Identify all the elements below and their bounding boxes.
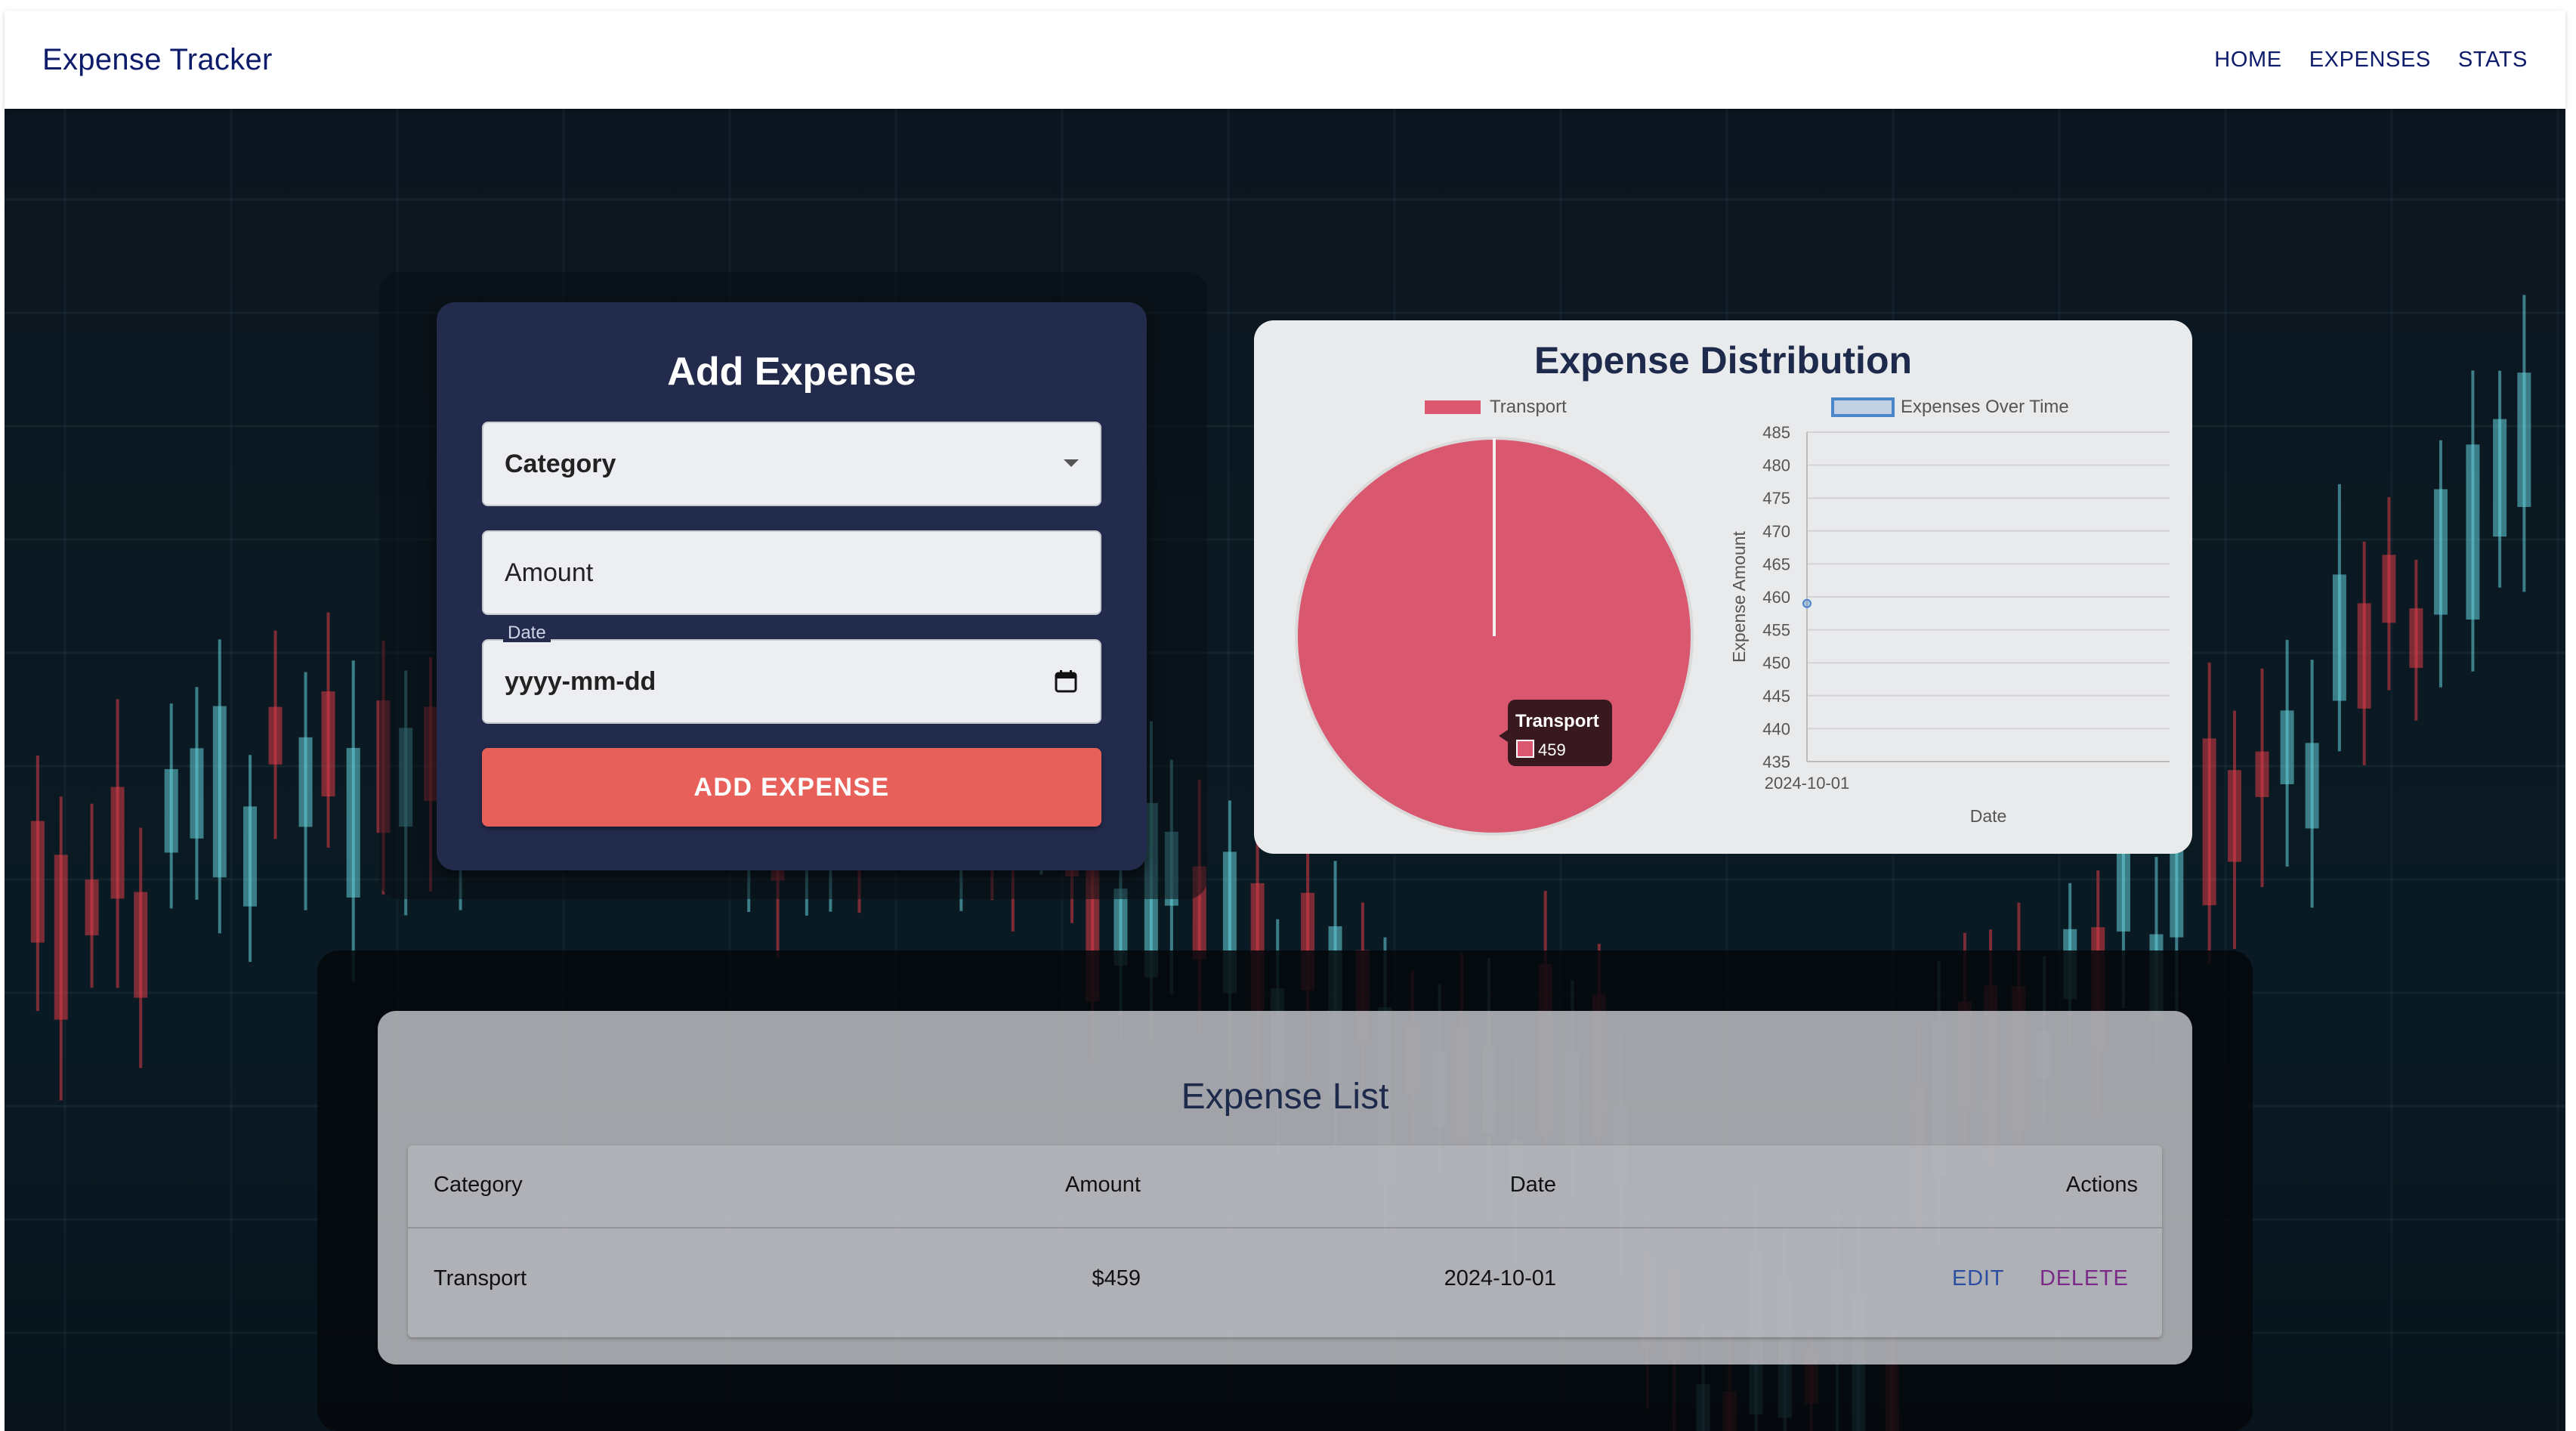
date-input[interactable]: yyyy-mm-dd <box>482 639 1101 724</box>
background-candle <box>2409 608 2423 668</box>
background-candle <box>243 806 258 907</box>
add-expense-form: Add Expense Category Amount yyyy-mm-dd D… <box>437 302 1147 870</box>
line-data-point <box>1802 598 1812 608</box>
add-expense-title: Add Expense <box>667 350 916 394</box>
nav-expenses[interactable]: EXPENSES <box>2309 47 2431 72</box>
background-candle <box>30 821 45 943</box>
y-tick-label: 440 <box>1762 719 1790 738</box>
y-tick-label: 435 <box>1762 753 1790 771</box>
background-candle <box>321 691 335 797</box>
tooltip-swatch <box>1516 740 1534 758</box>
pie-legend-label: Transport <box>1490 397 1567 417</box>
background-candle <box>2202 738 2216 906</box>
background-candle <box>190 748 204 839</box>
y-tick-label: 475 <box>1762 489 1790 508</box>
table-row: Transport $459 2024-10-01 EDIT DELETE <box>408 1229 2162 1337</box>
expense-list-title: Expense List <box>1181 1077 1389 1117</box>
y-tick-label: 485 <box>1762 423 1790 442</box>
line-legend-label: Expenses Over Time <box>1901 397 2069 417</box>
distribution-title: Expense Distribution <box>1534 339 1913 382</box>
expense-distribution-card: Expense Distribution Transport Transport 4… <box>1254 320 2192 854</box>
row-amount: $459 <box>1092 1266 1141 1290</box>
app-bar: Expense Tracker HOME EXPENSES STATS <box>5 11 2565 109</box>
date-label: Date <box>503 624 551 642</box>
category-select-value: Category <box>505 449 616 478</box>
row-category: Transport <box>434 1266 527 1290</box>
background-candle <box>212 706 227 878</box>
background-candle <box>134 892 148 998</box>
background-candle <box>1113 889 1128 966</box>
nav-links: HOME EXPENSES STATS <box>2214 48 2528 73</box>
expense-table: Category Amount Date Actions Transport $… <box>408 1145 2162 1337</box>
row-date: 2024-10-01 <box>1444 1266 1556 1290</box>
add-expense-button[interactable]: ADD EXPENSE <box>482 748 1101 827</box>
date-placeholder: yyyy-mm-dd <box>505 666 656 696</box>
background-candle <box>2466 444 2480 620</box>
chevron-down-icon <box>1064 459 1079 467</box>
pie-legend-swatch <box>1425 400 1481 414</box>
x-tick-label: 2024-10-01 <box>1765 774 1850 793</box>
column-header-category: Category <box>434 1173 523 1197</box>
column-header-amount: Amount <box>1065 1173 1141 1197</box>
x-axis-title: Date <box>1970 806 2007 826</box>
background-candle <box>2255 751 2269 797</box>
y-tick-label: 455 <box>1762 621 1790 640</box>
distribution-charts: Transport Transport 459 Expenses Over Time 4… <box>1295 397 2170 836</box>
y-tick-label: 450 <box>1762 654 1790 672</box>
background-candle <box>2357 603 2371 709</box>
table-header: Category Amount Date Actions <box>408 1145 2162 1229</box>
y-axis-title: Expense Amount <box>1729 530 1749 663</box>
category-select[interactable]: Category <box>482 422 1101 506</box>
y-tick-label: 445 <box>1762 687 1790 706</box>
app-title[interactable]: Expense Tracker <box>42 42 273 76</box>
background-candle <box>2433 489 2448 615</box>
background-candle <box>268 706 283 765</box>
nav-home[interactable]: HOME <box>2214 47 2282 72</box>
y-tick-label: 465 <box>1762 555 1790 573</box>
line-legend-swatch <box>1831 397 1895 417</box>
expense-list-card: Expense List Category Amount Date Action… <box>378 1011 2192 1365</box>
calendar-icon[interactable] <box>1055 669 1077 694</box>
background-candle <box>298 737 313 827</box>
background-candle <box>54 855 68 1020</box>
column-header-actions: Actions <box>2065 1173 2138 1197</box>
tooltip-label: Transport <box>1515 711 1599 731</box>
background-candle <box>346 747 360 898</box>
tooltip-value: 459 <box>1538 740 1566 759</box>
background-candle <box>2517 372 2531 508</box>
background-candle <box>2382 555 2396 623</box>
background-candle <box>2280 710 2294 784</box>
background-candle <box>2493 419 2507 537</box>
background-candle <box>110 787 125 899</box>
y-tick-label: 480 <box>1762 456 1790 475</box>
background-candle <box>2305 743 2319 829</box>
background-candle <box>2332 574 2346 701</box>
y-tick-label: 460 <box>1762 588 1790 607</box>
y-tick-label: 470 <box>1762 522 1790 541</box>
amount-placeholder: Amount <box>505 558 594 587</box>
column-header-date: Date <box>1509 1173 1556 1197</box>
background-candle <box>2227 770 2241 862</box>
delete-button[interactable]: DELETE <box>2040 1266 2129 1290</box>
background-candle <box>85 879 99 935</box>
edit-button[interactable]: EDIT <box>1952 1266 2005 1290</box>
nav-stats[interactable]: STATS <box>2457 47 2528 72</box>
background-candle <box>2170 848 2184 938</box>
amount-input[interactable]: Amount <box>482 530 1101 615</box>
pie-tooltip: Transport 459 <box>1499 700 1612 766</box>
background-candle <box>164 768 178 853</box>
